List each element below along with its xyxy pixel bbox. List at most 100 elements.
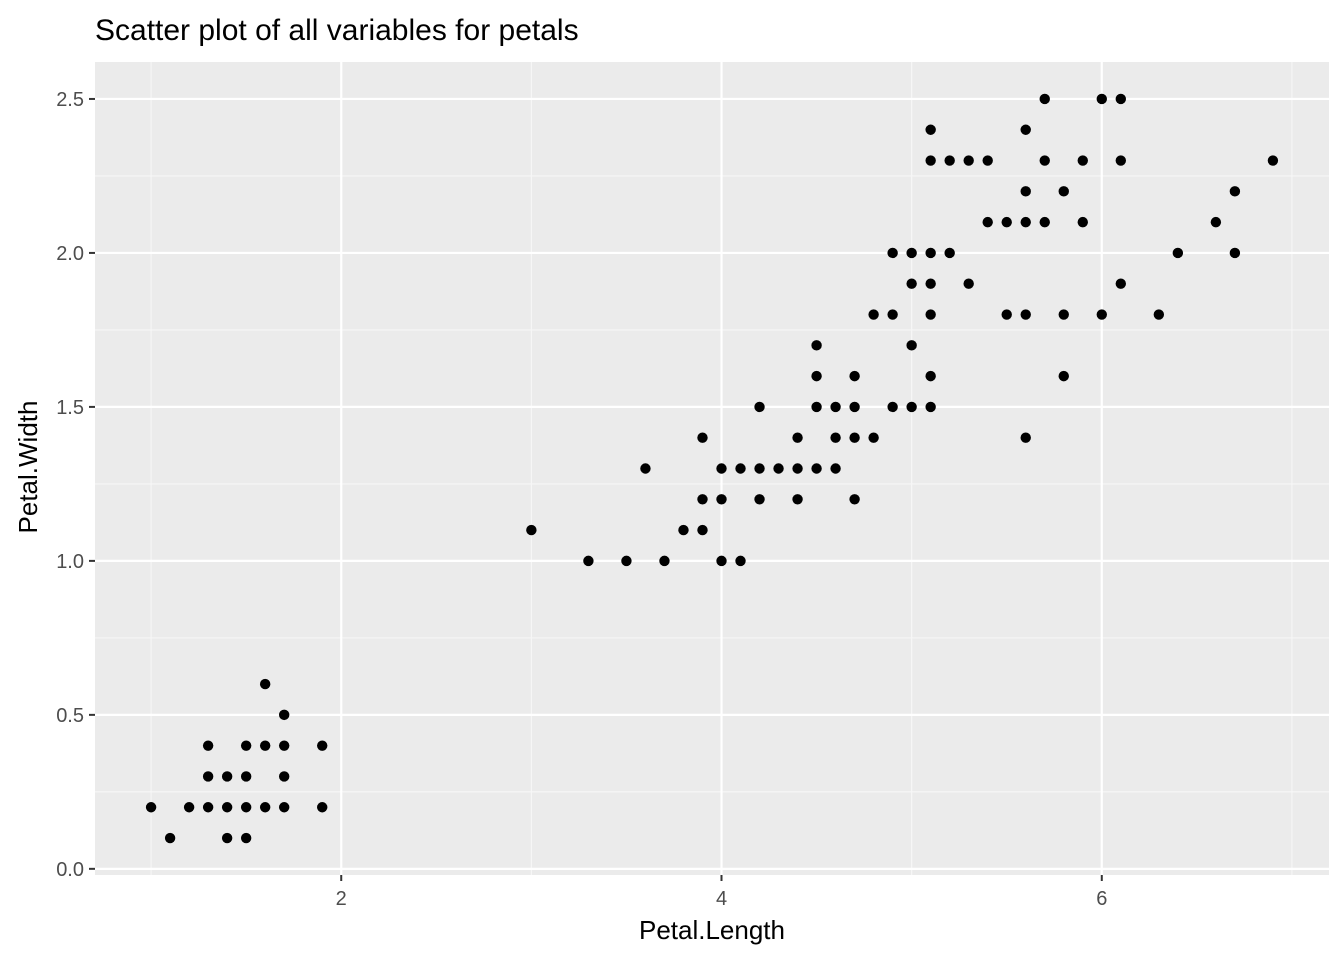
x-axis-title: Petal.Length <box>639 915 785 945</box>
data-point <box>221 771 233 782</box>
data-point <box>716 463 727 474</box>
data-point <box>1115 93 1126 105</box>
data-point <box>526 524 537 536</box>
data-point <box>697 432 708 443</box>
data-point <box>1077 216 1088 228</box>
data-point <box>982 155 993 166</box>
y-tick-label: 0.5 <box>56 705 84 727</box>
data-point <box>697 524 708 536</box>
x-tick-label: 2 <box>336 888 347 910</box>
plot-panel <box>95 62 1329 875</box>
data-point <box>1096 93 1107 105</box>
major-gridlines <box>95 62 1329 875</box>
data-point <box>773 463 784 474</box>
data-point <box>1020 186 1031 197</box>
data-point <box>830 463 841 474</box>
data-point <box>164 832 176 844</box>
data-point <box>1001 216 1012 228</box>
data-point <box>1001 309 1012 320</box>
data-point <box>1229 247 1241 259</box>
data-point <box>811 370 822 382</box>
data-point <box>259 678 271 690</box>
data-point <box>944 247 955 259</box>
data-points <box>145 93 1279 844</box>
data-point <box>906 401 917 413</box>
y-axis-title: Petal.Width <box>13 401 43 534</box>
data-point <box>735 555 746 567</box>
data-point <box>317 802 328 813</box>
data-point <box>1020 432 1031 443</box>
data-point <box>202 771 214 782</box>
x-tick-label: 4 <box>716 888 727 910</box>
data-point <box>640 463 651 474</box>
y-tick-label: 2.5 <box>56 89 84 111</box>
y-tick-label: 1.0 <box>56 551 84 573</box>
data-point <box>1229 186 1241 197</box>
data-point <box>925 309 936 320</box>
data-point <box>678 524 689 536</box>
data-point <box>830 432 841 443</box>
data-point <box>754 401 765 413</box>
data-point <box>202 802 214 813</box>
data-point <box>887 247 898 259</box>
data-point <box>963 278 974 289</box>
data-point <box>1210 216 1222 228</box>
data-point <box>240 832 252 844</box>
data-point <box>240 802 252 813</box>
data-point <box>887 401 898 413</box>
y-tick-label: 1.5 <box>56 397 84 419</box>
data-point <box>944 155 955 166</box>
data-point <box>906 278 917 289</box>
data-point <box>754 494 765 505</box>
data-point <box>317 740 328 751</box>
data-point <box>925 370 936 382</box>
data-point <box>1020 216 1031 228</box>
x-axis-tick-labels: 2 4 6 <box>336 888 1108 910</box>
data-point <box>183 802 195 813</box>
data-point <box>278 802 290 813</box>
data-point <box>1077 155 1088 166</box>
data-point <box>792 463 803 474</box>
data-point <box>1039 93 1050 105</box>
data-point <box>716 555 727 567</box>
data-point <box>240 771 252 782</box>
data-point <box>1020 124 1031 135</box>
data-point <box>925 247 936 259</box>
data-point <box>1115 155 1126 166</box>
data-point <box>849 370 860 382</box>
data-point <box>697 494 708 505</box>
data-point <box>887 309 898 320</box>
data-point <box>278 709 290 721</box>
data-point <box>906 247 917 259</box>
data-point <box>202 740 214 751</box>
data-point <box>811 401 822 413</box>
data-point <box>259 802 271 813</box>
data-point <box>849 494 860 505</box>
data-point <box>906 340 917 351</box>
data-point <box>659 555 670 567</box>
data-point <box>1058 186 1069 197</box>
minor-gridlines <box>95 62 1329 875</box>
data-point <box>811 463 822 474</box>
y-tick-label: 2.0 <box>56 243 84 265</box>
data-point <box>716 494 727 505</box>
data-point <box>221 832 233 844</box>
axis-ticks <box>89 97 1103 881</box>
y-tick-label: 0.0 <box>56 859 84 881</box>
data-point <box>583 555 594 567</box>
data-point <box>982 216 993 228</box>
data-point <box>963 155 974 166</box>
data-point <box>925 401 936 413</box>
data-point <box>1039 155 1050 166</box>
data-point <box>1039 216 1050 228</box>
data-point <box>1020 309 1031 320</box>
data-point <box>221 802 233 813</box>
data-point <box>1058 370 1069 382</box>
data-point <box>849 432 860 443</box>
data-point <box>240 740 252 751</box>
y-axis-tick-labels: 0.0 0.5 1.0 1.5 2.0 2.5 <box>56 89 84 881</box>
data-point <box>1267 155 1279 166</box>
x-tick-label: 6 <box>1096 888 1107 910</box>
